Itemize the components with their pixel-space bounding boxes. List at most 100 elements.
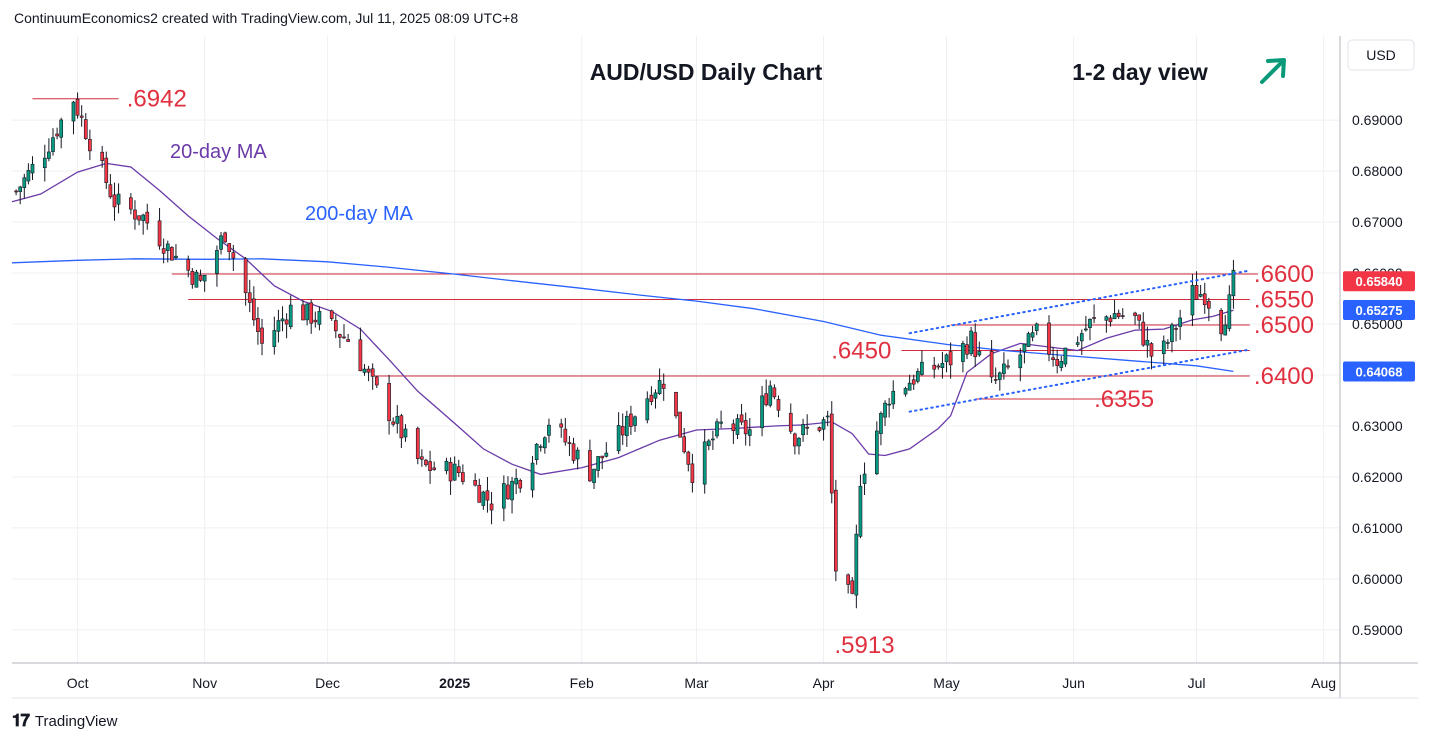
candle-body [1194, 285, 1199, 300]
y-tick-label: 0.67000 [1352, 214, 1403, 230]
x-tick-label: Nov [192, 675, 217, 691]
candle-body [858, 485, 863, 537]
candle-body [1092, 317, 1096, 319]
candle-body [223, 232, 227, 243]
candle-body [346, 339, 350, 342]
candle-body [129, 197, 133, 210]
candle-body [1202, 293, 1207, 306]
candlestick-layer [14, 92, 1236, 609]
candle-body [260, 327, 264, 344]
candle-body [473, 480, 477, 486]
candle-body [75, 98, 80, 116]
candle-body [100, 151, 105, 161]
level-label: .6600 [1254, 261, 1314, 288]
candle-body [424, 459, 428, 466]
candle-body [592, 468, 596, 483]
candle-body [133, 209, 137, 220]
candle-body [456, 466, 461, 473]
y-tick-label: 0.59000 [1352, 622, 1403, 638]
candle-body [141, 214, 145, 221]
plot-area [12, 36, 1340, 663]
candle-body [907, 382, 912, 391]
ma-label: 200-day MA [305, 203, 413, 225]
candle-body [678, 411, 682, 438]
candle-body [137, 215, 141, 221]
candle-body [432, 467, 437, 470]
candle-body [854, 533, 859, 596]
tradingview-footer[interactable]: 𝟏𝟕 TradingView [12, 711, 117, 731]
candle-body [911, 379, 916, 385]
candle-body [1198, 294, 1203, 297]
candle-body [161, 248, 166, 254]
candle-body [1166, 342, 1170, 344]
candle-body [567, 442, 572, 445]
candle-body [506, 484, 510, 500]
candle-body [1079, 333, 1084, 342]
candle-body [891, 390, 896, 405]
price-badge [1343, 361, 1415, 382]
currency-label: USD [1366, 47, 1396, 63]
candle-body [875, 430, 879, 475]
candle-body [174, 255, 178, 259]
candle-body [251, 298, 256, 321]
price-badge [1343, 271, 1415, 292]
candle-body [1055, 359, 1060, 366]
candle-body [1059, 361, 1064, 368]
candle-body [834, 489, 838, 572]
candle-body [116, 193, 121, 205]
candle-body [1145, 339, 1150, 346]
candle-body [1223, 324, 1228, 336]
candle-body [706, 440, 711, 446]
candle-body [776, 399, 781, 411]
candle-body [1133, 312, 1137, 316]
candle-body [59, 119, 64, 138]
candle-body [1161, 340, 1166, 355]
candle-body [915, 371, 920, 382]
candle-body [420, 456, 424, 460]
level-label: .6355 [1094, 386, 1154, 413]
candle-body [1190, 285, 1195, 316]
candle-body [243, 258, 248, 294]
candle-body [887, 403, 891, 406]
candle-body [903, 388, 908, 395]
candle-body [825, 415, 830, 418]
candle-body [1174, 328, 1178, 330]
candle-body [403, 428, 408, 438]
candle-body [547, 424, 551, 436]
candle-body [764, 393, 769, 406]
candle-body [571, 443, 576, 461]
candle-body [1227, 294, 1232, 329]
candle-body [993, 379, 998, 381]
trend-channel-layer [908, 269, 1251, 413]
y-tick-label: 0.62000 [1352, 469, 1403, 485]
candle-body [1231, 269, 1236, 297]
candle-body [1108, 317, 1113, 323]
tradingview-logo-icon: 𝟏𝟕 [12, 711, 30, 730]
price-badge-label: 0.64068 [1356, 365, 1403, 380]
price-badge [1343, 299, 1415, 320]
candle-body [14, 190, 18, 193]
channel-upper-line [908, 269, 1251, 335]
candle-body [747, 429, 752, 436]
candle-body [1030, 332, 1035, 338]
candle-body [112, 194, 117, 208]
grid-layer [12, 36, 1340, 663]
candle-body [481, 491, 486, 506]
candle-body [448, 462, 453, 482]
up-right-arrow-icon [1260, 58, 1286, 84]
candle-body [797, 437, 801, 447]
candle-body [821, 419, 826, 430]
candle-body [1034, 323, 1039, 331]
candle-body [743, 420, 748, 435]
level-label: .5913 [835, 632, 895, 659]
candle-body [198, 275, 203, 281]
candle-body [399, 415, 404, 439]
price-badge-label: 0.65840 [1356, 274, 1403, 289]
candle-body [461, 472, 465, 482]
level-label: .6400 [1254, 363, 1314, 390]
candle-body [387, 383, 391, 422]
candle-body [829, 413, 834, 494]
tradingview-brand: TradingView [34, 712, 118, 730]
candle-body [817, 427, 822, 431]
